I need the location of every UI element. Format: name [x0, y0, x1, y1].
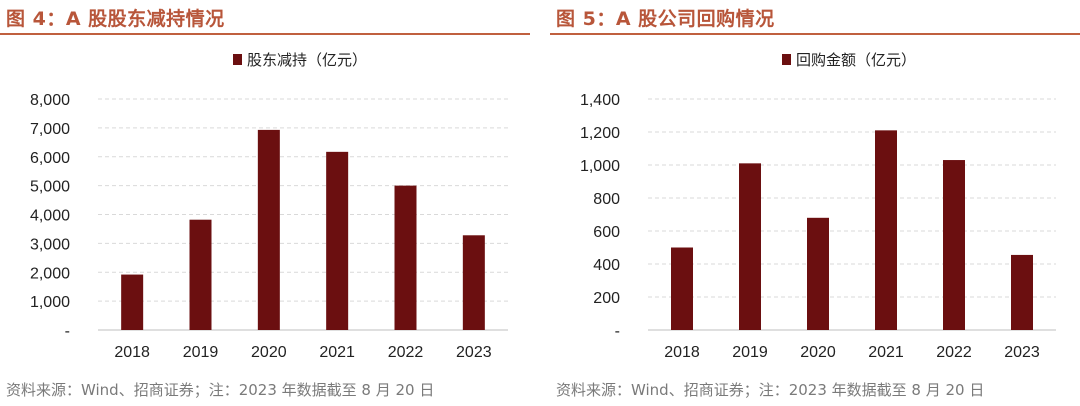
x-tick-label: 2020 — [800, 344, 836, 361]
bar-2018 — [121, 274, 144, 330]
bar-2023 — [1011, 254, 1033, 330]
bar-2020 — [257, 129, 280, 330]
chart-shareholder-reduction: 股东减持（亿元） - 1,000 2,000 3,000 4,000 5,000 6,000 7… — [30, 51, 508, 361]
bar-2018 — [671, 247, 693, 330]
bar-2020 — [807, 217, 829, 330]
figure-title: 图 5：A 股公司回购情况 — [556, 8, 775, 30]
x-tick-label: 2021 — [868, 344, 904, 361]
y-tick-label: 1,200 — [580, 125, 620, 142]
y-tick-label: 8,000 — [30, 92, 70, 109]
y-tick-label: 6,000 — [30, 150, 70, 167]
x-tick-label: 2019 — [732, 344, 768, 361]
x-tick-label: 2018 — [664, 344, 700, 361]
bar-2019 — [189, 219, 212, 330]
legend-swatch — [782, 54, 791, 65]
panel-shareholder-reduction: 图 4：A 股股东减持情况 股东减持（亿元） - 1,000 2,000 3,000 4,… — [0, 0, 530, 406]
panel-buyback: 图 5：A 股公司回购情况 回购金额（亿元） - 200 400 600 800 1,000… — [550, 0, 1080, 406]
legend: 回购金额（亿元） — [782, 51, 916, 69]
x-tick-label: 2018 — [114, 344, 150, 361]
bar-2022 — [394, 185, 417, 330]
y-tick-label: 1,000 — [580, 158, 620, 175]
title-rule — [550, 33, 1080, 35]
y-tick-label: 200 — [593, 290, 620, 307]
y-tick-label: 600 — [593, 224, 620, 241]
x-tick-label: 2022 — [388, 344, 424, 361]
x-tick-label: 2021 — [319, 344, 355, 361]
y-tick-label: 800 — [593, 191, 620, 208]
bar-2019 — [739, 163, 761, 330]
y-tick-label: 3,000 — [30, 236, 70, 253]
y-tick-label: 1,400 — [580, 92, 620, 109]
source-note: 资料来源：Wind、招商证券；注：2023 年数据截至 8 月 20 日 — [556, 381, 985, 399]
legend-swatch — [233, 54, 242, 65]
y-tick-label: - — [615, 323, 620, 340]
title-rule — [0, 33, 530, 35]
x-tick-label: 2020 — [251, 344, 287, 361]
y-tick-label: 2,000 — [30, 265, 70, 282]
x-tick-label: 2023 — [456, 344, 492, 361]
y-tick-label: - — [65, 323, 70, 340]
y-tick-label: 7,000 — [30, 121, 70, 138]
y-tick-label: 5,000 — [30, 179, 70, 196]
y-tick-label: 4,000 — [30, 208, 70, 225]
bar-2021 — [326, 151, 349, 330]
legend-label: 回购金额（亿元） — [796, 51, 916, 69]
y-tick-label: 1,000 — [30, 294, 70, 311]
legend-label: 股东减持（亿元） — [247, 51, 367, 69]
bar-2022 — [943, 160, 965, 330]
y-tick-label: 400 — [593, 257, 620, 274]
chart-buyback: 回购金额（亿元） - 200 400 600 800 1,000 1,200 1,400 2018… — [580, 51, 1056, 361]
figure-title: 图 4：A 股股东减持情况 — [6, 8, 225, 30]
x-tick-label: 2022 — [936, 344, 972, 361]
legend: 股东减持（亿元） — [233, 51, 367, 69]
bar-2021 — [875, 130, 897, 330]
x-tick-label: 2019 — [183, 344, 219, 361]
x-tick-label: 2023 — [1004, 344, 1040, 361]
source-note: 资料来源：Wind、招商证券；注：2023 年数据截至 8 月 20 日 — [6, 381, 435, 399]
bar-2023 — [462, 235, 485, 330]
